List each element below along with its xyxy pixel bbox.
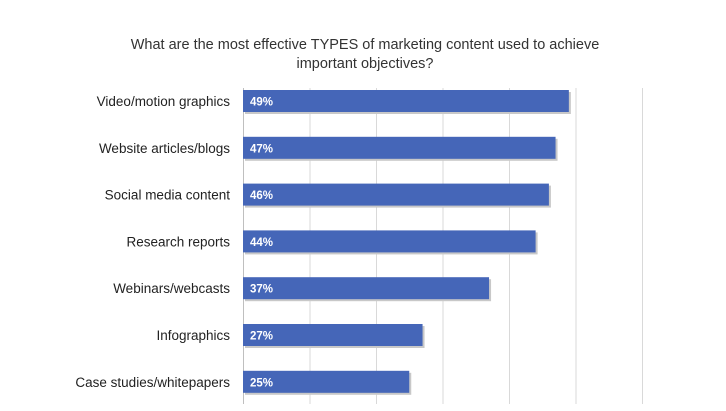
category-label: Webinars/webcasts [113, 281, 230, 296]
category-labels: Video/motion graphics Website articles/bl… [75, 94, 230, 390]
category-label: Website articles/blogs [99, 141, 230, 156]
category-label: Research reports [126, 234, 230, 249]
bar-5 [243, 324, 423, 346]
bar-value-label: 25% [250, 377, 273, 389]
bar-value-label: 37% [250, 284, 273, 296]
bar-value-label: 46% [250, 190, 273, 202]
bar-value-label: 44% [250, 237, 273, 249]
bar-value-label: 47% [250, 143, 273, 155]
bar-3 [243, 230, 536, 253]
bar-6 [243, 370, 410, 393]
category-label: Social media content [105, 188, 231, 203]
bar-value-label: 27% [250, 331, 273, 343]
bar-2 [243, 183, 549, 206]
category-label: Infographics [156, 328, 230, 343]
bar-0 [243, 90, 569, 112]
bar-value-label: 49% [250, 97, 273, 109]
bars: 49% 47% 46% 44% 37% 27% 25% [243, 90, 571, 395]
category-label: Case studies/whitepapers [75, 375, 230, 390]
bar-4 [243, 277, 490, 300]
category-label: Video/motion graphics [97, 94, 231, 109]
chart-title: What are the most effective TYPES of mar… [130, 37, 600, 72]
bar-1 [243, 136, 556, 159]
